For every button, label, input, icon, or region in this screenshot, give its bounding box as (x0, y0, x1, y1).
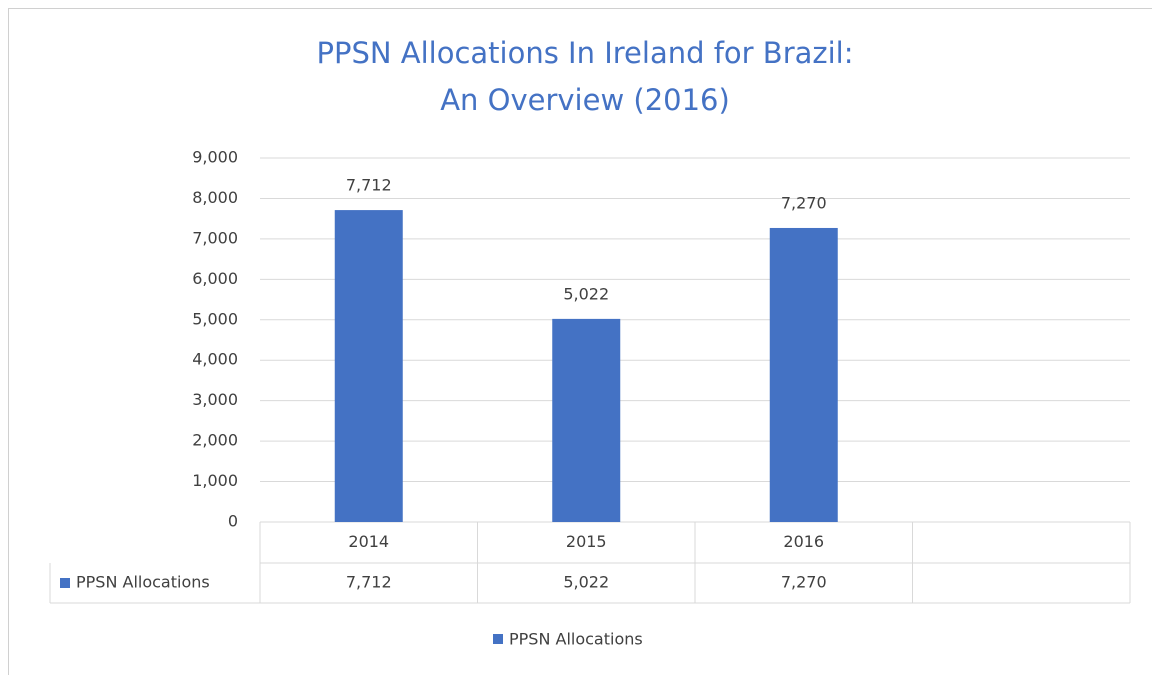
bar (552, 318, 621, 522)
chart-title: An Overview (2016) (440, 83, 730, 117)
y-tick-label: 9,000 (192, 148, 238, 167)
y-tick-label: 3,000 (192, 390, 238, 409)
bar (769, 227, 838, 523)
data-label: 5,022 (563, 284, 609, 303)
y-tick-label: 8,000 (192, 188, 238, 207)
bar (334, 210, 403, 522)
data-label: 7,712 (346, 176, 392, 195)
legend-label: PPSN Allocations (509, 630, 643, 649)
y-tick-label: 7,000 (192, 228, 238, 247)
table-value: 7,712 (346, 573, 392, 592)
x-tick-label: 2014 (348, 532, 389, 551)
chart-title: PPSN Allocations In Ireland for Brazil: (316, 36, 853, 70)
y-tick-label: 5,000 (192, 309, 238, 328)
x-tick-label: 2015 (566, 532, 607, 551)
data-label: 7,270 (781, 193, 827, 212)
y-tick-label: 2,000 (192, 431, 238, 450)
legend-swatch (493, 634, 503, 644)
table-value: 5,022 (563, 573, 609, 592)
legend-swatch (60, 578, 70, 588)
table-value: 7,270 (781, 573, 827, 592)
y-tick-label: 6,000 (192, 269, 238, 288)
y-tick-label: 1,000 (192, 471, 238, 490)
x-tick-label: 2016 (783, 532, 824, 551)
y-tick-label: 4,000 (192, 350, 238, 369)
table-series-name: PPSN Allocations (76, 573, 210, 592)
y-tick-label: 0 (228, 512, 238, 531)
